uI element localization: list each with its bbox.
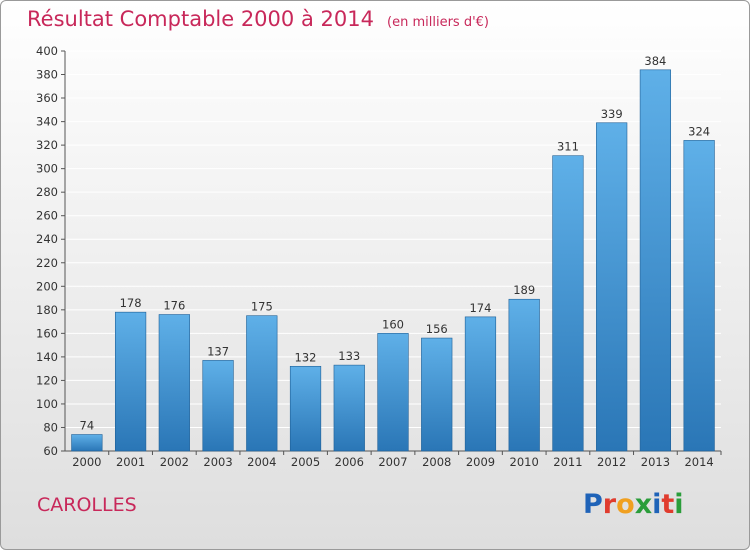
data-label: 339 [601, 107, 623, 121]
data-label: 311 [557, 140, 579, 154]
bar [158, 314, 190, 452]
chart-subtitle: (en milliers d'€) [387, 15, 489, 30]
data-label: 174 [469, 301, 491, 315]
x-tick-label: 2013 [641, 455, 670, 469]
data-label: 160 [382, 317, 404, 331]
y-tick-label: 120 [36, 373, 58, 387]
bar [683, 140, 715, 452]
y-tick-label: 360 [36, 91, 58, 105]
data-label: 178 [120, 296, 142, 310]
y-tick-label: 140 [36, 350, 58, 364]
x-tick-label: 2006 [335, 455, 364, 469]
bar [289, 365, 322, 452]
y-tick-label: 200 [36, 279, 58, 293]
x-tick-label: 2005 [291, 455, 320, 469]
data-label: 176 [163, 299, 185, 313]
y-tick-label: 100 [36, 397, 58, 411]
y-tick-label: 220 [36, 256, 58, 270]
data-label: 132 [295, 350, 317, 364]
y-tick-label: 320 [36, 138, 58, 152]
x-tick-label: 2007 [378, 455, 407, 469]
logo-letter: i [674, 489, 684, 520]
bar [114, 311, 147, 452]
data-label: 156 [426, 322, 448, 336]
x-tick-label: 2000 [72, 455, 101, 469]
bar [202, 360, 234, 452]
chart-title: Résultat Comptable 2000 à 2014 [27, 7, 374, 31]
y-tick-label: 400 [36, 44, 58, 58]
logo-letter: i [652, 489, 662, 520]
data-label: 384 [644, 54, 666, 68]
data-label: 133 [338, 349, 360, 363]
proxiti-logo: Proxiti [583, 489, 684, 520]
y-tick-label: 80 [43, 420, 58, 434]
logo-letter: x [634, 489, 653, 520]
title-row: Résultat Comptable 2000 à 2014 (en milli… [27, 7, 489, 31]
logo-letter: t [661, 489, 675, 520]
bar [639, 69, 672, 452]
data-label: 137 [207, 344, 229, 358]
y-tick-label: 180 [36, 303, 58, 317]
logo-letter: P [583, 489, 603, 520]
bar [377, 333, 409, 452]
bar [552, 155, 584, 452]
y-tick-label: 60 [43, 444, 58, 458]
bar [421, 337, 453, 452]
y-tick-label: 260 [36, 209, 58, 223]
y-tick-label: 240 [36, 232, 58, 246]
y-tick-label: 380 [36, 68, 58, 82]
x-tick-label: 2002 [160, 455, 189, 469]
data-label: 324 [688, 124, 710, 138]
x-tick-label: 2009 [466, 455, 495, 469]
data-label: 175 [251, 300, 273, 314]
x-tick-label: 2011 [553, 455, 582, 469]
bar [464, 316, 497, 452]
bar [333, 364, 365, 452]
bar [508, 298, 540, 452]
y-tick-label: 280 [36, 185, 58, 199]
data-label: 74 [80, 419, 95, 433]
y-tick-label: 160 [36, 326, 58, 340]
x-tick-label: 2012 [597, 455, 626, 469]
y-tick-label: 300 [36, 162, 58, 176]
x-tick-label: 2001 [116, 455, 145, 469]
logo-letter: r [602, 489, 617, 520]
y-tick-label: 340 [36, 115, 58, 129]
x-tick-label: 2010 [510, 455, 539, 469]
bar [246, 315, 278, 452]
x-tick-label: 2014 [684, 455, 713, 469]
bar [71, 434, 103, 452]
bar [596, 122, 628, 452]
logo-letter: o [616, 489, 635, 520]
data-label: 189 [513, 283, 535, 297]
x-tick-label: 2003 [203, 455, 232, 469]
commune-name: CAROLLES [37, 494, 137, 516]
x-tick-label: 2004 [247, 455, 276, 469]
x-tick-label: 2008 [422, 455, 451, 469]
